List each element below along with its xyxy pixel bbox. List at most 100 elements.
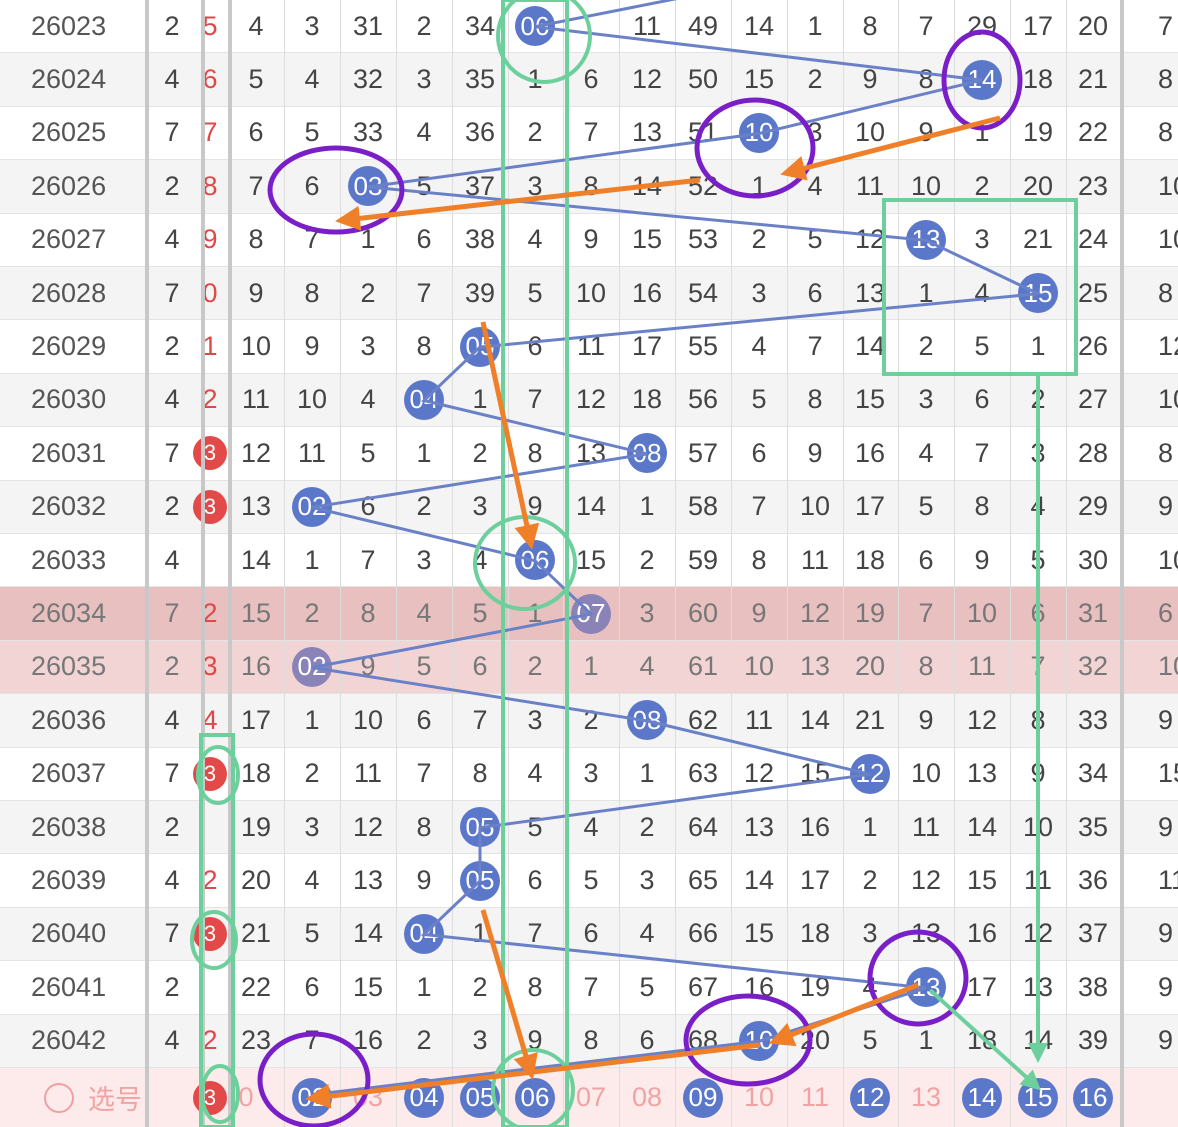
pick-number[interactable]: 08 xyxy=(631,1082,663,1112)
selected-ball[interactable]: 12 xyxy=(850,1077,890,1118)
mark-cell: 3 xyxy=(202,651,218,682)
number-cell: 11 xyxy=(632,10,662,41)
number-cell: 3 xyxy=(416,64,432,95)
number-cell: 7 xyxy=(360,544,376,575)
number-cell: 4 xyxy=(527,758,543,789)
sum-value: 7 xyxy=(164,277,180,308)
number-cell: 26 xyxy=(1077,331,1109,362)
number-cell: 3 xyxy=(304,811,320,842)
number-cell: 10 xyxy=(743,651,775,682)
tail-value: 9 xyxy=(1158,1025,1174,1056)
number-cell: 11 xyxy=(744,704,774,735)
number-cell: 21 xyxy=(1022,224,1054,255)
pick-number[interactable]: 13 xyxy=(910,1082,942,1112)
selected-ball[interactable]: 06 xyxy=(515,1077,555,1118)
pick-number[interactable]: 14 xyxy=(955,1068,1009,1127)
number-cell: 1 xyxy=(918,1025,934,1056)
number-cell: 5 xyxy=(248,64,264,95)
number-cell: 7 xyxy=(416,758,432,789)
number-cell: 9 xyxy=(807,437,823,468)
number-cell: 24 xyxy=(1077,224,1109,255)
pick-number[interactable]: 10 xyxy=(743,1082,775,1112)
selected-ball[interactable]: 14 xyxy=(962,1077,1002,1118)
region-highlight-box xyxy=(882,198,1078,376)
number-cell: 17 xyxy=(1022,10,1054,41)
column-divider xyxy=(1066,0,1067,1127)
number-cell: 34 xyxy=(1077,758,1109,789)
number-cell: 8 xyxy=(974,491,990,522)
number-cell: 12 xyxy=(743,758,775,789)
pick-row: 选号 3 0 02 03 04 05 06 07 08 09 10 11 12 13 14 15 16 xyxy=(0,1068,1178,1127)
number-cell: 60 xyxy=(687,598,719,629)
number-cell: 64 xyxy=(687,811,719,842)
number-cell: 31 xyxy=(1077,598,1109,629)
tail-value: 12 xyxy=(1158,331,1178,362)
tail-value: 8 xyxy=(1158,437,1174,468)
issue-number: 26040 xyxy=(31,918,107,949)
number-cell: 6 xyxy=(527,865,543,896)
tail-value: 10 xyxy=(1158,384,1178,415)
orange-arrow xyxy=(768,982,919,1047)
number-cell: 21 xyxy=(1077,64,1109,95)
number-cell: 2 xyxy=(751,224,767,255)
number-cell: 62 xyxy=(687,704,719,735)
column-divider xyxy=(201,0,205,1127)
number-cell: 6 xyxy=(416,224,432,255)
number-cell: 6 xyxy=(974,384,990,415)
number-cell: 7 xyxy=(527,918,543,949)
table-row: 2603223130262391415871017584299 xyxy=(0,480,1178,534)
issue-number: 26039 xyxy=(31,865,107,896)
selected-ball[interactable]: 16 xyxy=(1073,1077,1113,1118)
number-cell: 38 xyxy=(1077,971,1109,1002)
number-cell: 19 xyxy=(1022,117,1054,148)
pick-number-button[interactable]: 选号 xyxy=(44,1068,164,1127)
number-cell: 3 xyxy=(472,1025,488,1056)
number-cell: 1 xyxy=(583,651,599,682)
green-highlight-circle xyxy=(200,1064,240,1124)
number-cell: 6 xyxy=(416,704,432,735)
number-cell: 14 xyxy=(966,811,998,842)
number-cell: 7 xyxy=(918,10,934,41)
issue-number: 26037 xyxy=(31,758,107,789)
issue-number: 26036 xyxy=(31,704,107,735)
mark-cell: 4 xyxy=(202,704,218,735)
pick-number[interactable]: 12 xyxy=(843,1068,897,1127)
column-highlight-box xyxy=(501,0,569,1127)
pick-number[interactable]: 07 xyxy=(575,1082,607,1112)
number-cell: 9 xyxy=(304,331,320,362)
table-row: 26039422041390565365141721215113611 xyxy=(0,854,1178,908)
table-row: 260364417110673208621114219128339 xyxy=(0,694,1178,748)
number-cell: 16 xyxy=(240,651,272,682)
number-cell: 4 xyxy=(807,170,823,201)
pick-number[interactable]: 16 xyxy=(1066,1068,1120,1127)
number-cell: 14 xyxy=(743,865,775,896)
sum-value: 4 xyxy=(164,865,180,896)
number-cell: 15 xyxy=(352,971,384,1002)
pick-number[interactable]: 11 xyxy=(800,1082,830,1112)
number-cell: 18 xyxy=(631,384,663,415)
pick-number[interactable]: 06 xyxy=(508,1068,562,1127)
pick-number[interactable]: 09 xyxy=(676,1068,730,1127)
number-cell: 57 xyxy=(687,437,719,468)
number-cell: 33 xyxy=(352,117,384,148)
number-cell: 7 xyxy=(472,704,488,735)
pick-number[interactable]: 0 xyxy=(238,1082,254,1112)
column-divider xyxy=(284,0,285,1127)
tail-value: 8 xyxy=(1158,277,1174,308)
sum-value: 7 xyxy=(164,598,180,629)
pick-label: 选号 xyxy=(88,1085,142,1115)
selected-ball[interactable]: 09 xyxy=(683,1077,723,1118)
green-highlight-circle xyxy=(190,910,238,970)
number-cell: 14 xyxy=(240,544,272,575)
issue-number: 26041 xyxy=(31,971,107,1002)
number-cell: 15 xyxy=(966,865,998,896)
number-cell: 13 xyxy=(966,758,998,789)
purple-highlight-circle xyxy=(694,97,816,199)
number-cell: 2 xyxy=(304,598,320,629)
number-cell: 20 xyxy=(240,865,272,896)
sum-value: 4 xyxy=(164,384,180,415)
number-cell: 3 xyxy=(751,277,767,308)
number-cell: 1 xyxy=(304,704,320,735)
number-cell: 35 xyxy=(1077,811,1109,842)
number-cell: 1 xyxy=(1030,331,1046,362)
